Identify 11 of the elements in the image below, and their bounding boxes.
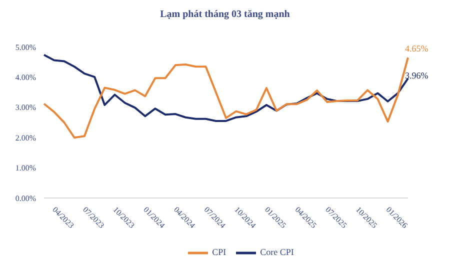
chart-title: Lạm phát tháng 03 tăng mạnh: [159, 9, 291, 20]
data-label: 3.96%: [405, 70, 429, 80]
y-tick-label: 2.00%: [15, 133, 36, 142]
legend-label: CPI: [212, 247, 226, 258]
data-label: 4.65%: [405, 44, 429, 54]
y-tick-label: 4.00%: [15, 73, 36, 82]
y-tick-label: 1.00%: [15, 164, 36, 173]
y-tick-label: 5.00%: [15, 42, 36, 52]
y-tick-label: 0.00%: [15, 194, 36, 203]
legend-label: Core CPI: [260, 247, 294, 258]
y-tick-label: 3.00%: [15, 103, 36, 112]
